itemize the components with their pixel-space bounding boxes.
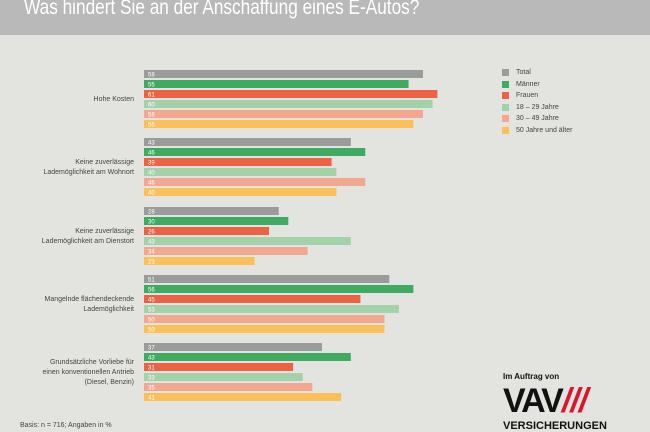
data-label: 23 xyxy=(148,260,155,266)
data-label: 56 xyxy=(148,288,155,294)
bar-1-4 xyxy=(144,353,351,361)
header-band: Was hindert Sie an der Anschaffung eines… xyxy=(0,0,650,35)
data-label: 28 xyxy=(148,210,155,216)
bar-1-3 xyxy=(144,285,414,293)
data-label: 58 xyxy=(148,113,155,119)
category-label: Keine zuverlässige Lademöglichkeit am Woh… xyxy=(43,159,134,176)
logo-stripes: /// xyxy=(561,382,588,420)
bar-2-2 xyxy=(144,227,270,235)
data-label: 51 xyxy=(148,278,155,284)
data-label: 60 xyxy=(148,103,155,109)
bar-2-4 xyxy=(144,363,294,371)
legend-label: 50 Jahre und älter xyxy=(516,126,573,134)
data-label: 53 xyxy=(148,308,155,314)
data-label: 55 xyxy=(148,83,155,89)
legend-label: Frauen xyxy=(516,92,539,100)
data-label: 41 xyxy=(148,396,155,402)
legend-label: 18 – 29 Jahre xyxy=(516,103,559,111)
data-label: 61 xyxy=(148,93,155,99)
legend-item: 50 Jahre und älter xyxy=(502,125,572,137)
vav-logo: Im Auftrag von VAV/// VERSICHERUNGEN xyxy=(503,372,607,432)
legend-swatch xyxy=(502,92,509,100)
bar-0-3 xyxy=(144,275,390,283)
bar-0-4 xyxy=(144,343,322,351)
chart-title: Was hindert Sie an der Anschaffung eines… xyxy=(24,0,420,19)
logo-name: VAV/// xyxy=(503,382,607,420)
bar-4-1 xyxy=(144,178,366,186)
data-label: 33 xyxy=(148,376,155,382)
logo-name-text: VAV xyxy=(503,382,564,420)
bar-1-1 xyxy=(144,148,366,156)
legend-item: 18 – 29 Jahre xyxy=(502,102,572,114)
bar-5-3 xyxy=(144,325,385,333)
bar-3-4 xyxy=(144,373,303,381)
bar-5-1 xyxy=(144,188,337,196)
data-label: 43 xyxy=(148,356,155,362)
data-label: 45 xyxy=(148,298,155,304)
bar-1-2 xyxy=(144,217,289,225)
data-label: 43 xyxy=(148,240,155,246)
category-label: Keine zuverlässige Lademöglichkeit am Die… xyxy=(41,228,134,245)
legend: Total Männer Frauen 18 – 29 Jahre 30 – 49 Ja… xyxy=(502,67,572,136)
data-label: 43 xyxy=(148,141,155,147)
bar-0-0 xyxy=(144,70,423,78)
logo-prefix: Im Auftrag von xyxy=(503,372,560,381)
data-label: 56 xyxy=(148,123,155,129)
data-label: 46 xyxy=(148,151,155,157)
data-label: 46 xyxy=(148,181,155,187)
legend-label: Männer xyxy=(516,80,540,88)
bar-3-0 xyxy=(144,100,433,108)
data-label: 39 xyxy=(148,161,155,167)
category-label: Mangelnde flächendeckende Lademöglichkeit xyxy=(44,296,134,313)
legend-item: Frauen xyxy=(502,90,572,102)
legend-item: 30 – 49 Jahre xyxy=(502,113,572,125)
category-label: Hohe Kosten xyxy=(93,96,134,103)
bar-0-2 xyxy=(144,207,279,215)
bar-5-4 xyxy=(144,393,342,401)
data-label: 26 xyxy=(148,230,155,236)
bar-5-0 xyxy=(144,120,414,128)
bar-4-2 xyxy=(144,247,308,255)
data-label: 35 xyxy=(148,386,155,392)
logo-sub: VERSICHERUNGEN xyxy=(503,420,607,432)
legend-label: Total xyxy=(516,69,531,77)
data-label: 50 xyxy=(148,318,155,324)
data-label: 40 xyxy=(148,171,155,177)
basis-note: Basis: n = 716; Angaben in % xyxy=(20,422,112,429)
bar-1-0 xyxy=(144,80,409,88)
bar-5-2 xyxy=(144,257,255,265)
legend-swatch xyxy=(502,69,509,77)
bar-2-1 xyxy=(144,158,332,166)
legend-swatch xyxy=(502,103,509,111)
data-label: 50 xyxy=(148,328,155,334)
bar-4-4 xyxy=(144,383,313,391)
data-label: 58 xyxy=(148,73,155,79)
bar-4-0 xyxy=(144,110,423,118)
legend-item: Männer xyxy=(502,79,572,91)
legend-swatch xyxy=(502,115,509,123)
bar-4-3 xyxy=(144,315,385,323)
data-label: 34 xyxy=(148,250,155,256)
bar-0-1 xyxy=(144,138,351,146)
data-label: 31 xyxy=(148,366,155,372)
bar-3-3 xyxy=(144,305,399,313)
data-label: 30 xyxy=(148,220,155,226)
category-label: Grundsätzliche Vorliebe für einen konvent… xyxy=(42,359,134,386)
data-label: 37 xyxy=(148,346,155,352)
bar-2-0 xyxy=(144,90,438,98)
bar-3-2 xyxy=(144,237,351,245)
legend-swatch xyxy=(502,126,509,134)
legend-item: Total xyxy=(502,67,572,79)
data-label: 40 xyxy=(148,191,155,197)
bar-3-1 xyxy=(144,168,337,176)
legend-label: 30 – 49 Jahre xyxy=(516,115,559,123)
legend-swatch xyxy=(502,80,509,88)
bar-2-3 xyxy=(144,295,361,303)
